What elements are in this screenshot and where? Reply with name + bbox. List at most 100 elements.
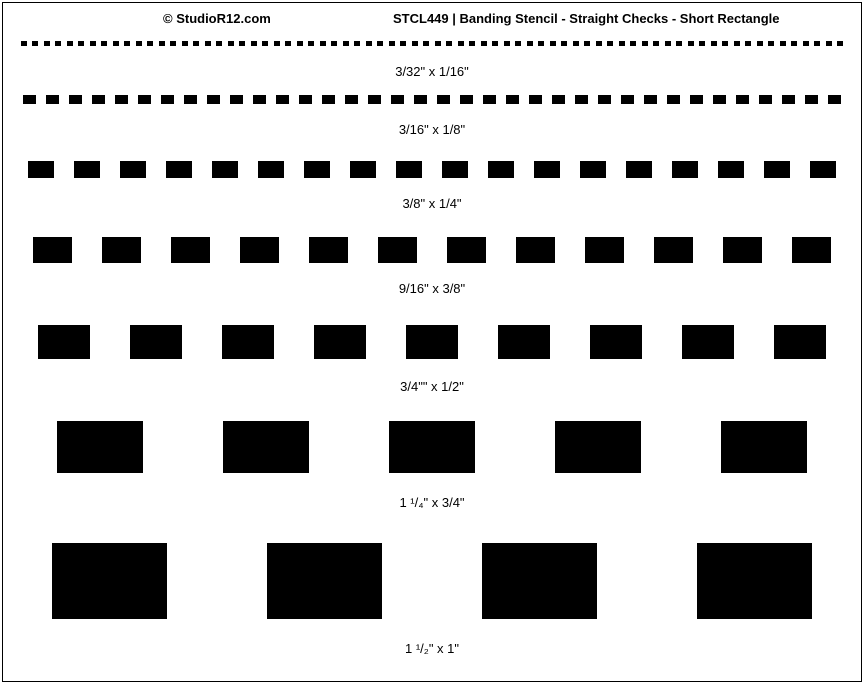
stencil-rect — [745, 41, 751, 46]
row-label: 3/16" x 1/8" — [3, 122, 861, 137]
stencil-rect — [391, 95, 404, 104]
stencil-rect — [630, 41, 636, 46]
stencil-rect — [389, 41, 395, 46]
stencil-rect — [837, 41, 843, 46]
stencil-rect — [718, 161, 744, 178]
stencil-rect — [102, 237, 141, 263]
stencil-row: 3/32" x 1/16" — [3, 41, 861, 79]
stencil-rect — [182, 41, 188, 46]
stencil-rect — [782, 95, 795, 104]
stencil-rect — [28, 161, 54, 178]
stencil-rect — [406, 325, 458, 359]
stencil-rect — [435, 41, 441, 46]
stencil-rect — [734, 41, 740, 46]
stencil-rect — [711, 41, 717, 46]
stencil-rect — [205, 41, 211, 46]
brand-text: © StudioR12.com — [163, 11, 271, 26]
stencil-rect — [57, 421, 143, 473]
stencil-band — [3, 95, 861, 104]
stencil-rect — [343, 41, 349, 46]
stencil-rect — [550, 41, 556, 46]
stencil-rect — [267, 543, 382, 619]
stencil-rect — [159, 41, 165, 46]
stencil-rect — [400, 41, 406, 46]
stencil-rect — [345, 95, 358, 104]
stencil-rect — [552, 95, 565, 104]
stencil-rect — [447, 237, 486, 263]
stencil-rect — [506, 95, 519, 104]
stencil-rect — [585, 237, 624, 263]
stencil-rect — [412, 41, 418, 46]
stencil-rect — [460, 95, 473, 104]
stencil-rect — [721, 421, 807, 473]
stencil-rect — [378, 237, 417, 263]
stencil-row: 1 ¹/₄" x 3/4" — [3, 421, 861, 510]
stencil-rect — [21, 41, 27, 46]
stencil-row: 3/4"" x 1/2" — [3, 325, 861, 394]
stencil-rect — [516, 237, 555, 263]
stencil-rect — [67, 41, 73, 46]
stencil-rect — [366, 41, 372, 46]
stencil-rect — [377, 41, 383, 46]
stencil-rect — [561, 41, 567, 46]
stencil-rect — [482, 543, 597, 619]
stencil-rect — [527, 41, 533, 46]
stencil-rect — [320, 41, 326, 46]
stencil-rect — [90, 41, 96, 46]
stencil-rect — [682, 325, 734, 359]
stencil-rect — [791, 41, 797, 46]
stencil-rect — [44, 41, 50, 46]
stencil-rect — [101, 41, 107, 46]
stencil-rect — [598, 95, 611, 104]
stencil-rect — [810, 161, 836, 178]
stencil-rect — [573, 41, 579, 46]
stencil-rect — [368, 95, 381, 104]
stencil-rect — [699, 41, 705, 46]
stencil-rect — [619, 41, 625, 46]
stencil-rect — [223, 421, 309, 473]
stencil-rect — [276, 95, 289, 104]
stencil-rect — [667, 95, 680, 104]
stencil-rect — [575, 95, 588, 104]
stencil-rect — [423, 41, 429, 46]
stencil-rect — [469, 41, 475, 46]
stencil-rect — [774, 325, 826, 359]
stencil-rect — [32, 41, 38, 46]
stencil-rect — [768, 41, 774, 46]
stencil-rect — [672, 161, 698, 178]
stencil-rect — [113, 41, 119, 46]
stencil-rect — [322, 95, 335, 104]
stencil-rect — [713, 95, 726, 104]
stencil-rect — [437, 95, 450, 104]
stencil-rect — [488, 161, 514, 178]
stencil-row: 3/16" x 1/8" — [3, 95, 861, 137]
stencil-rect — [166, 161, 192, 178]
stencil-rect — [147, 41, 153, 46]
stencil-rect — [644, 95, 657, 104]
stencil-rect — [481, 41, 487, 46]
stencil-rect — [297, 41, 303, 46]
stencil-rect — [331, 41, 337, 46]
stencil-rect — [46, 95, 59, 104]
stencil-frame: © StudioR12.com STCL449 | Banding Stenci… — [2, 2, 862, 682]
stencil-rect — [304, 161, 330, 178]
stencil-rect — [690, 95, 703, 104]
stencil-rect — [458, 41, 464, 46]
stencil-rect — [538, 41, 544, 46]
stencil-rect — [736, 95, 749, 104]
stencil-rect — [207, 95, 220, 104]
stencil-rect — [596, 41, 602, 46]
row-label: 1 ¹/₄" x 3/4" — [3, 495, 861, 510]
stencil-rect — [161, 95, 174, 104]
product-title: STCL449 | Banding Stencil - Straight Che… — [393, 11, 779, 26]
stencil-rect — [826, 41, 832, 46]
stencil-rect — [665, 41, 671, 46]
stencil-rect — [74, 161, 100, 178]
stencil-rect — [584, 41, 590, 46]
stencil-row: 1 ¹/₂" x 1" — [3, 543, 861, 656]
stencil-rect — [697, 543, 812, 619]
stencil-rect — [308, 41, 314, 46]
stencil-rect — [274, 41, 280, 46]
stencil-rect — [498, 325, 550, 359]
row-label: 3/4"" x 1/2" — [3, 379, 861, 394]
